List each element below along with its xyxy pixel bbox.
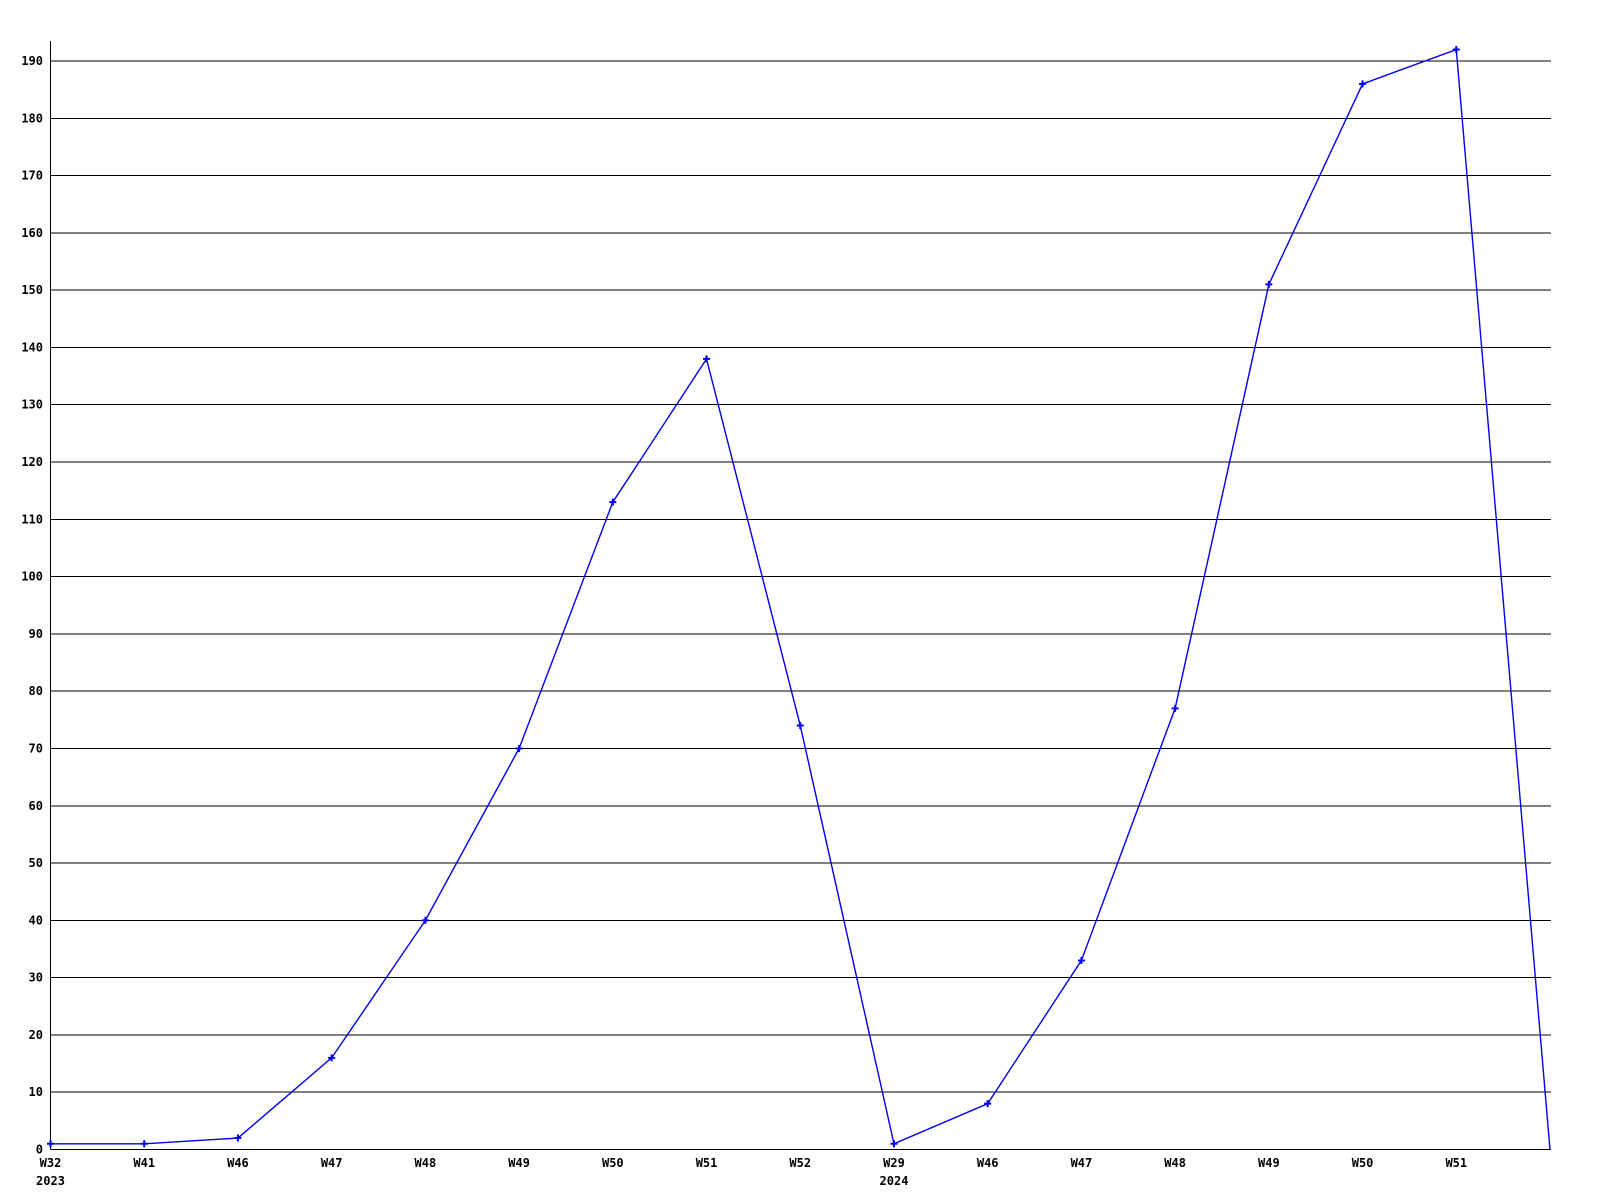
data-point-marker (1077, 956, 1085, 964)
y-axis-tick-label: 180 (21, 111, 43, 125)
y-axis-tick-label: 30 (29, 971, 43, 985)
x-axis-tick-label: W50 (1352, 1156, 1374, 1170)
y-axis-tick-label: 20 (29, 1028, 43, 1042)
data-point-marker (1265, 280, 1273, 288)
data-point-marker (984, 1100, 992, 1108)
y-axis-tick-label: 50 (29, 856, 43, 870)
x-axis-tick-label: W41 (133, 1156, 155, 1170)
x-axis-tick-label: W52 (789, 1156, 811, 1170)
y-axis-tick-label: 40 (29, 913, 43, 927)
x-axis-tick-label: W49 (1258, 1156, 1280, 1170)
data-point-marker (328, 1054, 336, 1062)
data-point-marker (796, 722, 804, 730)
data-point-marker (421, 916, 429, 924)
x-axis-tick-label: W48 (1164, 1156, 1186, 1170)
data-point-marker (1452, 46, 1460, 54)
y-axis-tick-label: 60 (29, 799, 43, 813)
x-axis-tick-label: W46 (227, 1156, 249, 1170)
y-axis-tick-label: 0 (36, 1143, 43, 1157)
y-axis-tick-label: 160 (21, 226, 43, 240)
x-axis-tick-label: W46 (977, 1156, 999, 1170)
y-axis-tick-label: 140 (21, 340, 43, 354)
data-line (50, 48, 1551, 1150)
x-axis-year-label: 2023 (36, 1174, 65, 1188)
data-point-marker (234, 1134, 242, 1142)
x-axis-tick-label: W51 (696, 1156, 718, 1170)
data-point-marker (609, 498, 617, 506)
y-axis-tick-label: 150 (21, 283, 43, 297)
x-axis-tick-label: W49 (508, 1156, 530, 1170)
data-point-marker (1171, 704, 1179, 712)
x-axis-tick-label: W47 (1071, 1156, 1093, 1170)
y-axis-tick-label: 90 (29, 627, 43, 641)
x-axis-tick-label: W50 (602, 1156, 624, 1170)
y-axis-tick-label: 170 (21, 169, 43, 183)
data-point-marker (140, 1140, 148, 1148)
x-axis-tick-label: W47 (321, 1156, 343, 1170)
y-axis-tick-label: 190 (21, 54, 43, 68)
data-point-marker (703, 355, 711, 363)
x-axis-tick-label: W48 (415, 1156, 437, 1170)
x-axis-tick-label: W32 (40, 1156, 62, 1170)
y-axis-tick-label: 80 (29, 684, 43, 698)
x-axis-tick-label: W51 (1445, 1156, 1467, 1170)
y-axis-tick-label: 120 (21, 455, 43, 469)
x-axis-year-label: 2024 (880, 1174, 909, 1188)
y-axis-tick-label: 10 (29, 1085, 43, 1099)
data-point-marker (890, 1140, 898, 1148)
x-axis-tick-label: W29 (883, 1156, 905, 1170)
data-point-marker (47, 1140, 54, 1148)
y-axis-tick-label: 110 (21, 512, 43, 526)
data-point-marker (515, 744, 523, 752)
data-point-marker (1359, 80, 1367, 88)
y-axis-tick-label: 100 (21, 570, 43, 584)
y-axis-tick-label: 130 (21, 398, 43, 412)
y-axis-tick-label: 70 (29, 741, 43, 755)
